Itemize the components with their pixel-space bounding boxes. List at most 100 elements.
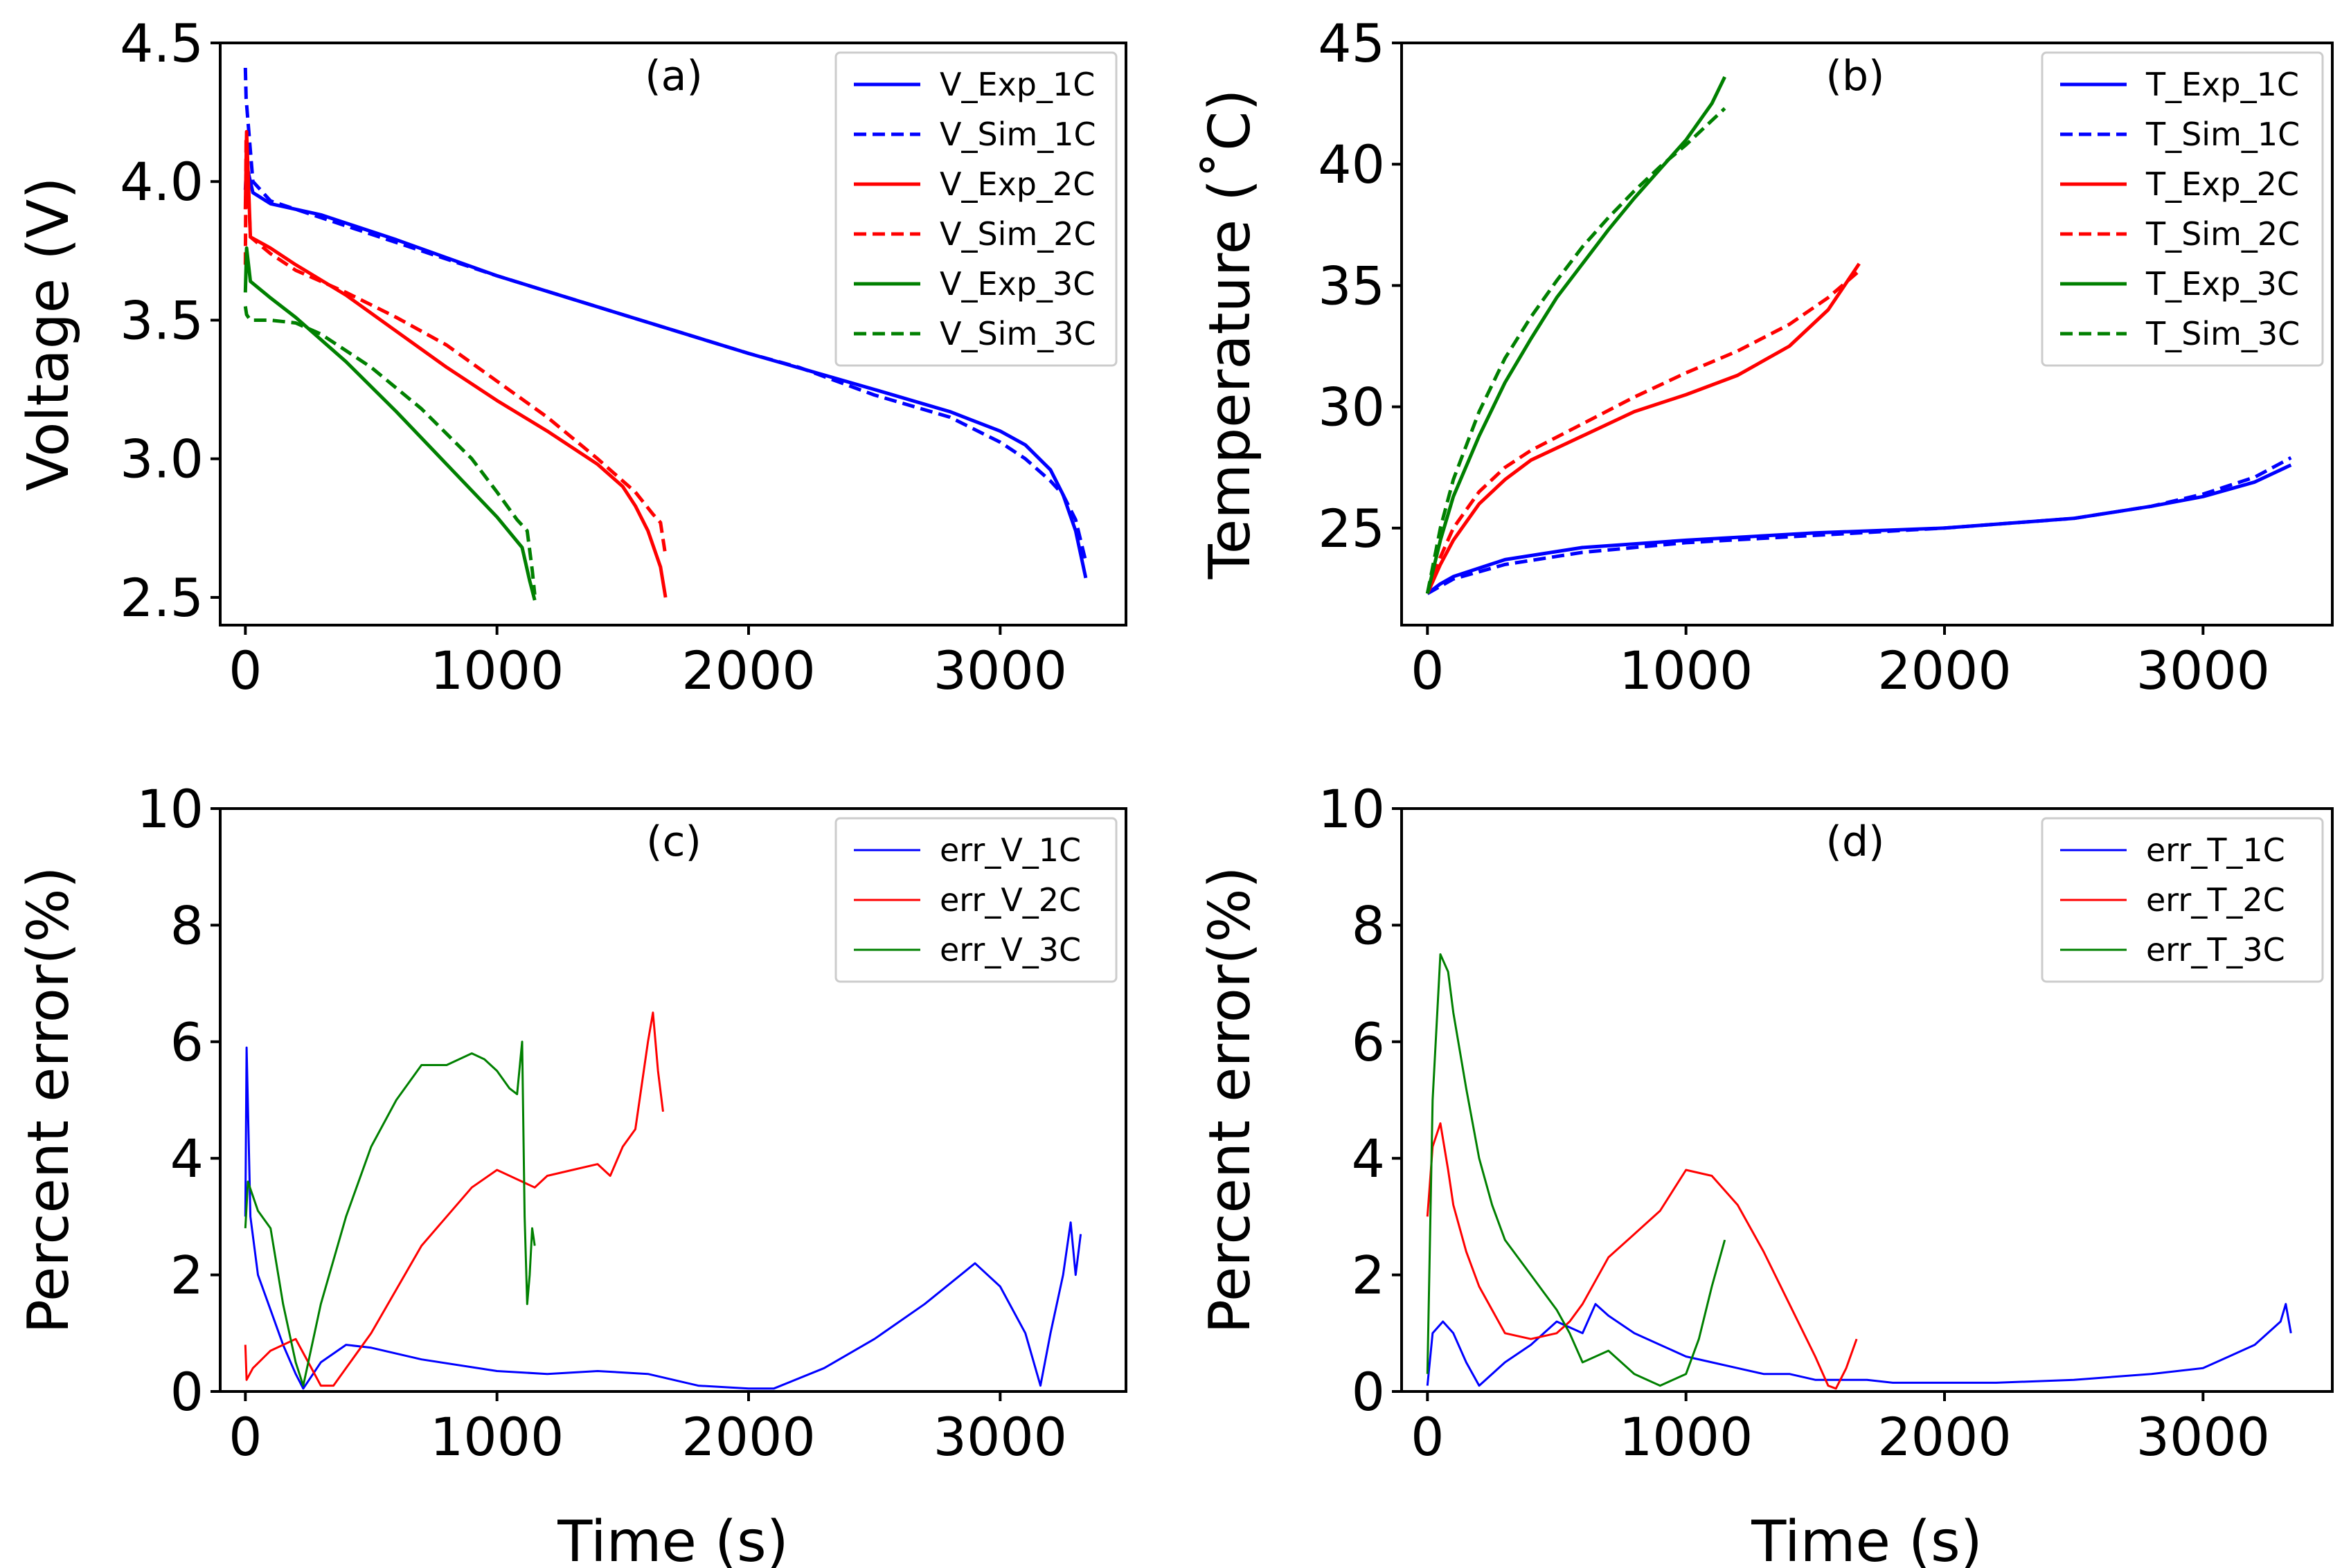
legend-box <box>2041 51 2324 367</box>
legend-label: err_T_3C <box>2146 931 2285 968</box>
series-err_V_1C <box>244 1046 1082 1390</box>
legend-label: err_V_3C <box>940 931 1081 968</box>
series-V_Exp_2C <box>243 129 668 598</box>
y-tick-label: 4 <box>1352 1128 1385 1189</box>
y-tick-label: 8 <box>170 894 204 956</box>
x-tick-label: 1000 <box>430 640 564 701</box>
x-tick-label: 0 <box>1411 640 1444 701</box>
y-tick-label: 30 <box>1318 377 1385 438</box>
legend-label: V_Sim_2C <box>940 215 1096 253</box>
legend-label: err_V_2C <box>940 881 1081 919</box>
series-err_T_3C <box>1426 953 1726 1387</box>
plot-frame <box>1400 807 2334 1393</box>
legend-label: T_Sim_2C <box>2145 215 2300 253</box>
y-tick-label: 4.0 <box>120 151 204 213</box>
y-tick-label: 6 <box>1352 1011 1385 1073</box>
y-tick-label: 25 <box>1318 498 1385 559</box>
y-tick-label: 4.5 <box>120 12 204 74</box>
legend-label: T_Exp_2C <box>2145 165 2299 203</box>
x-tick-label: 0 <box>1411 1406 1444 1468</box>
y-axis-label: Percent error(%) <box>16 866 82 1333</box>
legend-label: err_T_1C <box>2146 831 2285 869</box>
y-tick-label: 35 <box>1318 255 1385 316</box>
series-T_Sim_1C <box>1427 456 2292 595</box>
series-T_Exp_1C <box>1426 463 2292 595</box>
y-tick-label: 2 <box>1352 1245 1385 1306</box>
series-group <box>1426 953 2292 1390</box>
legend-label: T_Exp_3C <box>2145 265 2299 303</box>
legend-label: V_Exp_3C <box>940 265 1095 303</box>
legend-label: V_Exp_1C <box>940 66 1095 103</box>
legend-label: V_Exp_2C <box>940 165 1095 203</box>
plot-frame <box>1400 42 2334 627</box>
y-tick-label: 45 <box>1318 12 1385 74</box>
series-V_Sim_3C <box>243 306 537 595</box>
x-tick-label: 3000 <box>2136 1406 2270 1468</box>
series-group <box>243 67 1088 601</box>
y-tick-label: 0 <box>170 1361 204 1423</box>
y-tick-label: 8 <box>1352 894 1385 956</box>
legend-label: err_T_2C <box>2146 881 2285 919</box>
legend-label: T_Exp_1C <box>2145 66 2299 103</box>
y-axis-label: Percent error(%) <box>1197 866 1263 1333</box>
series-group <box>244 1011 1082 1390</box>
legend-label: T_Sim_1C <box>2145 116 2300 153</box>
legend-label: V_Sim_1C <box>940 116 1096 153</box>
series-T_Exp_2C <box>1426 262 1861 595</box>
x-tick-label: 0 <box>229 640 262 701</box>
y-tick-label: 4 <box>170 1128 204 1189</box>
legend-label: err_V_1C <box>940 831 1081 869</box>
series-T_Sim_2C <box>1425 269 1861 595</box>
y-tick-label: 3.5 <box>120 289 204 351</box>
plot-frame <box>219 807 1127 1393</box>
y-tick-label: 2 <box>170 1245 204 1306</box>
series-T_Sim_3C <box>1425 107 1726 594</box>
y-tick-label: 0 <box>1352 1361 1385 1423</box>
panel-tag: (c) <box>646 818 701 866</box>
x-tick-label: 2000 <box>1877 640 2011 701</box>
y-tick-label: 10 <box>136 778 204 840</box>
y-tick-label: 6 <box>170 1011 204 1073</box>
y-tick-label: 10 <box>1318 778 1385 840</box>
legend-box <box>834 817 1118 983</box>
x-tick-label: 3000 <box>933 1406 1067 1468</box>
panel-b: 0 1000 2000 3000 25 30 35 40 45 Temperature (˚C) (… <box>1197 12 2334 701</box>
series-err_V_2C <box>244 1011 664 1387</box>
series-err_T_1C <box>1426 1303 2292 1387</box>
panel-a: 0 1000 2000 3000 2.5 3.0 3.5 4.0 4.5 Voltage (V) (… <box>16 12 1127 701</box>
x-tick-label: 2000 <box>681 1406 815 1468</box>
x-tick-label: 0 <box>229 1406 262 1468</box>
legend-box <box>834 51 1118 367</box>
y-axis-label: Temperature (˚C) <box>1197 89 1263 580</box>
y-axis-label: Voltage (V) <box>16 177 82 492</box>
x-tick-label: 1000 <box>430 1406 564 1468</box>
series-V_Exp_3C <box>243 246 537 601</box>
series-err_T_2C <box>1426 1122 1858 1390</box>
x-tick-label: 1000 <box>1619 640 1753 701</box>
legend-label: T_Sim_3C <box>2145 315 2300 352</box>
panel-tag: (d) <box>1826 818 1885 866</box>
plot-frame <box>219 42 1127 627</box>
x-tick-label: 3000 <box>2136 640 2270 701</box>
series-err_V_3C <box>244 1040 536 1387</box>
panel-d: 0 1000 2000 3000 0 2 4 6 8 10 Percent error(%) Time… <box>1197 778 2334 1568</box>
series-group <box>1425 76 2292 595</box>
y-tick-label: 3.0 <box>120 429 204 490</box>
x-tick-label: 2000 <box>1877 1406 2011 1468</box>
series-V_Sim_2C <box>243 135 668 557</box>
series-T_Exp_3C <box>1425 76 1726 594</box>
panel-c: 0 1000 2000 3000 0 2 4 6 8 10 Percent error(%) Time… <box>16 778 1127 1568</box>
x-tick-label: 3000 <box>933 640 1067 701</box>
y-tick-label: 40 <box>1318 134 1385 195</box>
legend-label: V_Sim_3C <box>940 315 1096 352</box>
panel-tag: (b) <box>1826 52 1885 100</box>
panel-tag: (a) <box>645 52 703 100</box>
x-tick-label: 2000 <box>681 640 815 701</box>
x-tick-label: 1000 <box>1619 1406 1753 1468</box>
x-axis-label: Time (s) <box>557 1509 788 1568</box>
x-axis-label: Time (s) <box>1751 1509 1982 1568</box>
legend-box <box>2041 817 2324 983</box>
y-tick-label: 2.5 <box>120 567 204 629</box>
series-V_Sim_1C <box>243 67 1088 562</box>
